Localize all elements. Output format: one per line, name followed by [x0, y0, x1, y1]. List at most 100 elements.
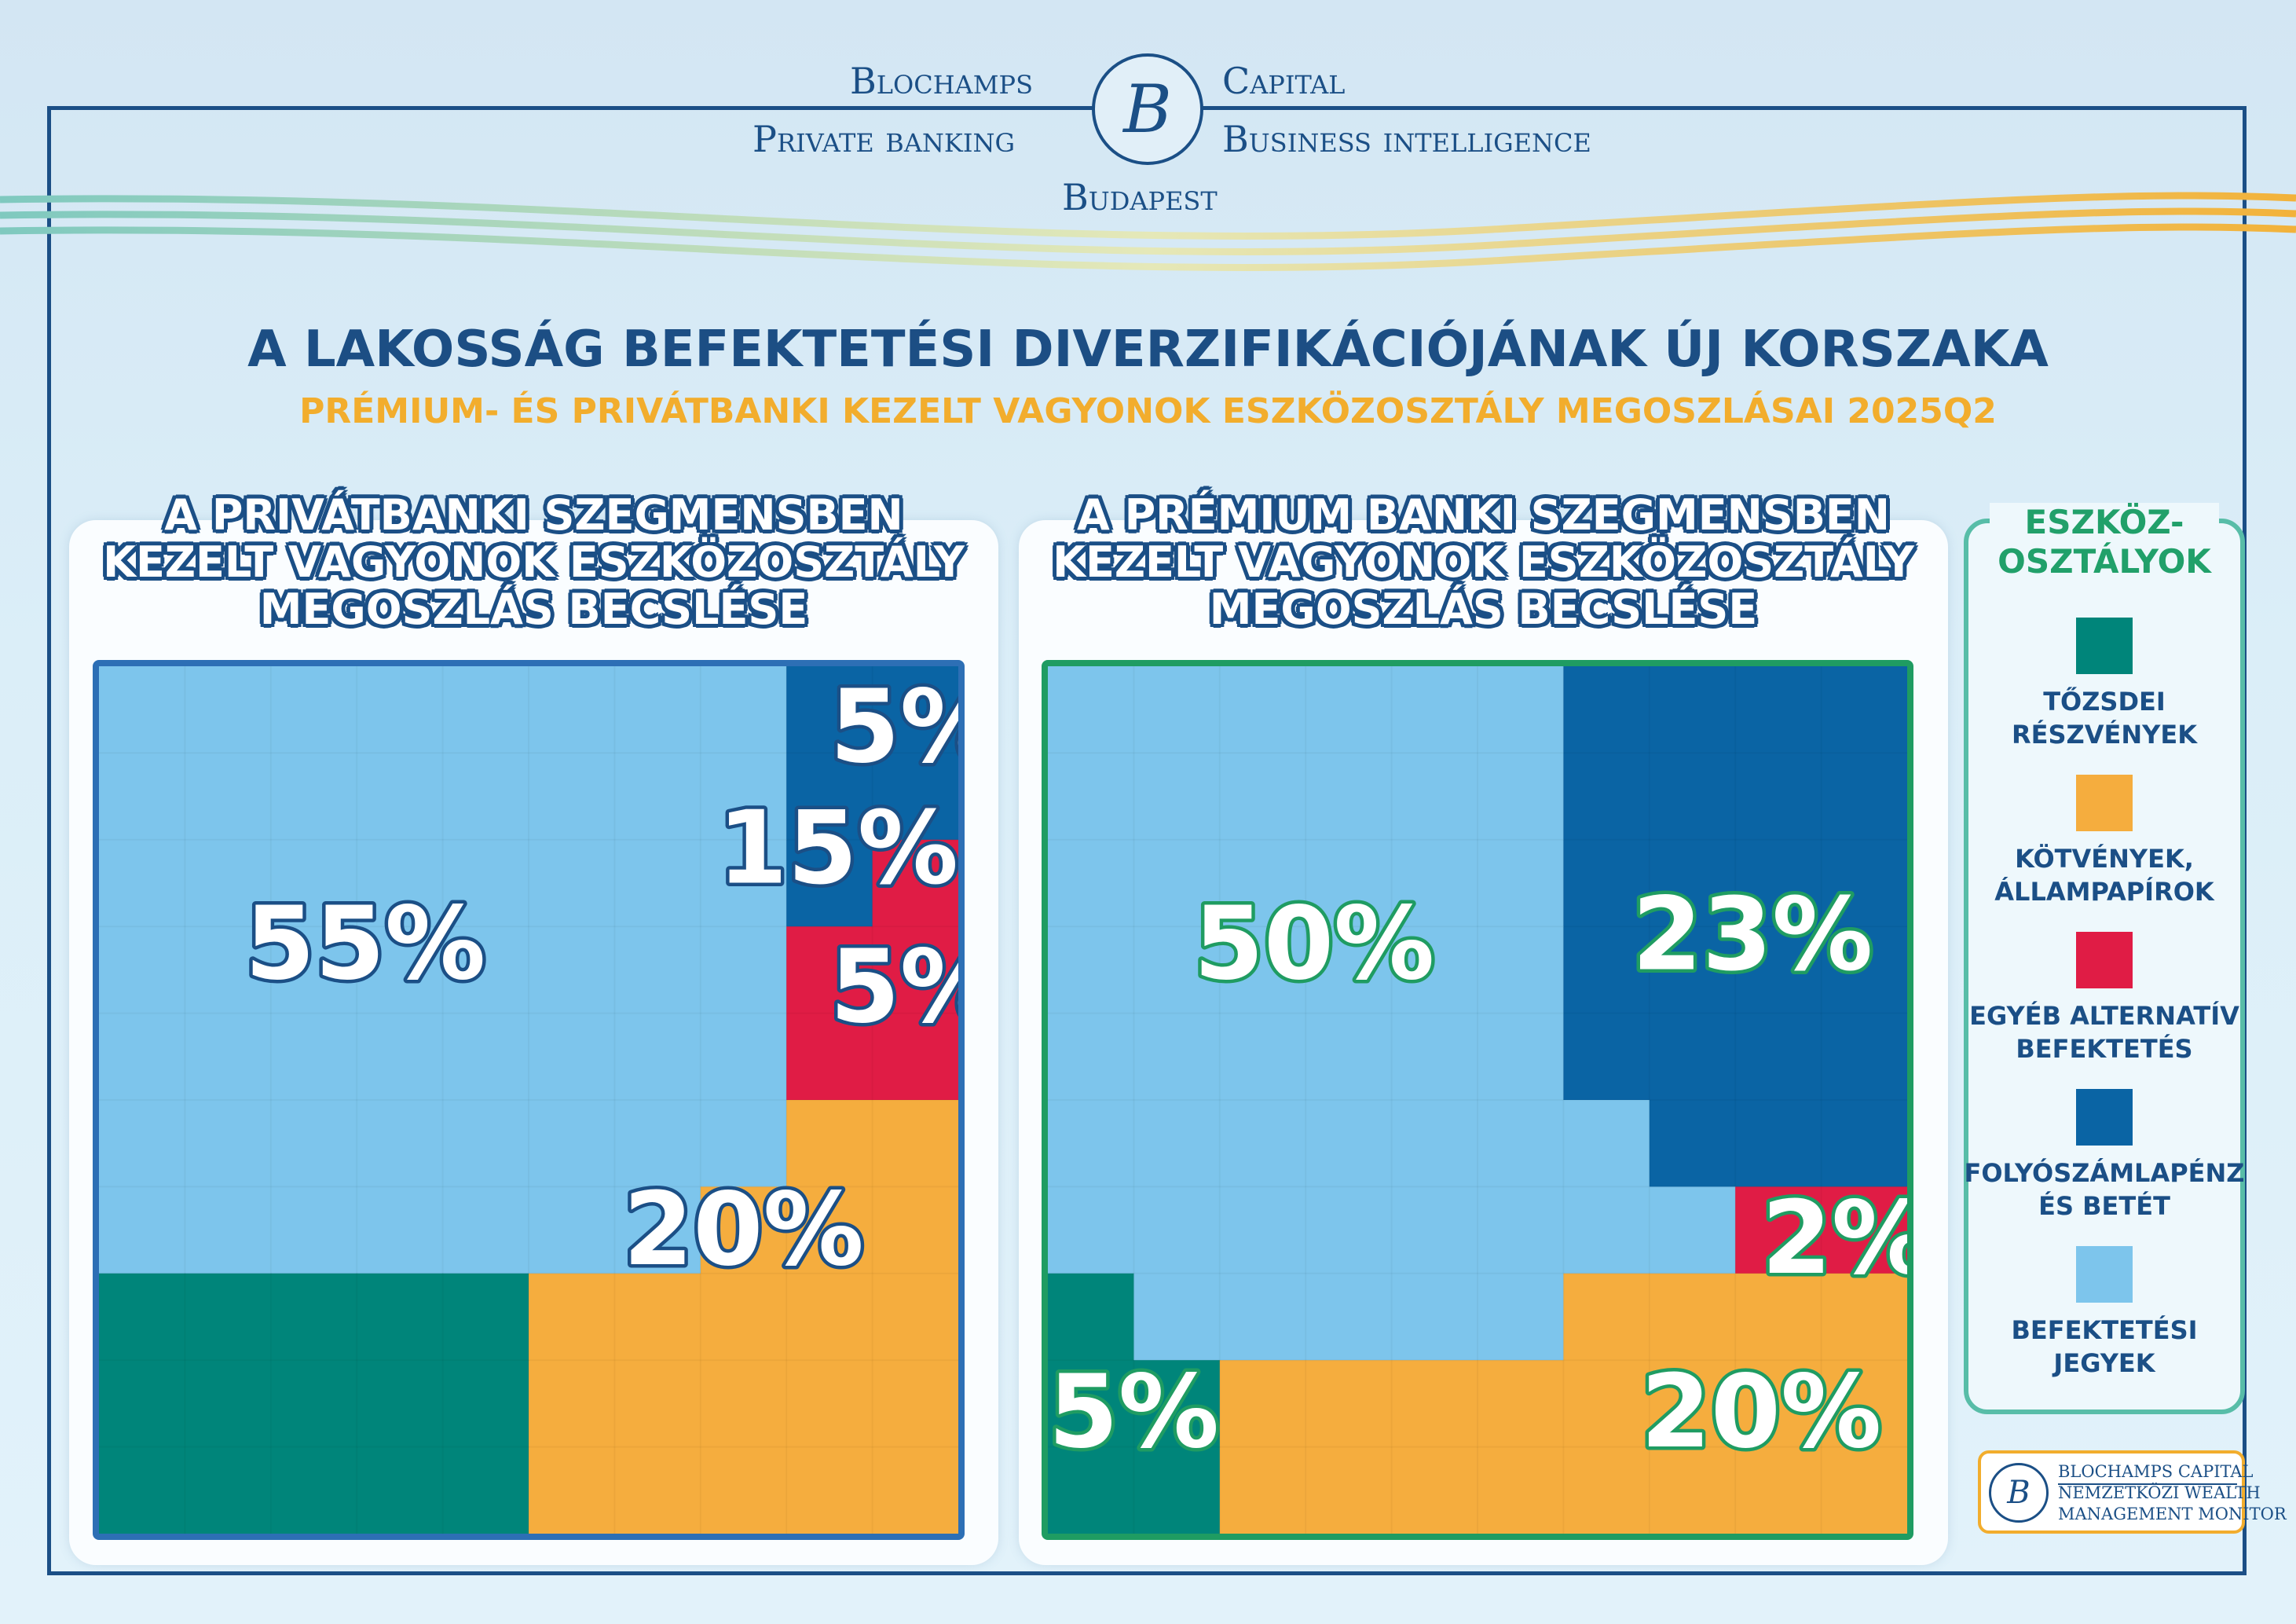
- waffle-cell: [1563, 1186, 1650, 1274]
- legend-swatch: [2076, 1246, 2133, 1303]
- waffle-cell: [1821, 1186, 1907, 1274]
- waffle-cell: [1219, 1186, 1306, 1274]
- chart-title-line: MEGOSZLÁS BECSLÉSE: [1209, 585, 1758, 634]
- waffle-svg-private: 55% 15% 20% 5% 5%: [99, 666, 958, 1534]
- waffle-cell: [1048, 1100, 1134, 1187]
- waffle-cell: [1305, 1360, 1393, 1448]
- waffle-cell: [99, 1360, 185, 1448]
- waffle-cell: [99, 1100, 185, 1187]
- waffle-cell: [872, 1360, 958, 1448]
- waffle-cell: [1478, 1186, 1564, 1274]
- waffle-cell: [786, 1360, 873, 1448]
- waffle-cell: [786, 666, 873, 753]
- chart-title-line: A PRÉMIUM BANKI SZEGMENSBEN: [1077, 490, 1890, 540]
- badge-text: BLOCHAMPS CAPITAL NEMZETKÖZI WEALTH MANA…: [2058, 1462, 2287, 1523]
- waffle-cell: [1219, 753, 1306, 841]
- chart-title-private: A PRIVÁTBANKI SZEGMENSBEN KEZELT VAGYONO…: [69, 492, 998, 633]
- waffle-cell: [270, 753, 357, 841]
- waffle-cell: [1649, 753, 1736, 841]
- waffle-cell: [1391, 839, 1478, 927]
- waffle-cell: [872, 666, 958, 753]
- waffle-cell: [614, 1360, 701, 1448]
- waffle-cell: [700, 1360, 787, 1448]
- legend-label: KÖTVÉNYEK, ÁLLAMPAPÍROK: [1994, 844, 2214, 907]
- waffle-cell: [1563, 926, 1650, 1014]
- legend-item-alternativ: EGYÉB ALTERNATÍV BEFEKTETÉS: [1964, 932, 2245, 1065]
- legend-label: FOLYÓSZÁMLAPÉNZ ÉS BETÉT: [1964, 1158, 2245, 1221]
- waffle-cell: [357, 839, 444, 927]
- waffle-cell: [1735, 1446, 1822, 1534]
- waffle-cell: [442, 1446, 529, 1534]
- waffle-cell: [786, 839, 873, 927]
- waffle-cell: [1563, 1100, 1650, 1187]
- waffle-cell: [529, 1013, 615, 1101]
- waffle-cell: [529, 1446, 615, 1534]
- waffle-cell: [700, 839, 787, 927]
- waffle-cell: [1563, 1360, 1650, 1448]
- waffle-cell: [1133, 839, 1221, 927]
- waffle-cell: [357, 666, 444, 753]
- waffle-cell: [1649, 666, 1736, 753]
- waffle-cell: [1649, 1446, 1736, 1534]
- legend-item-kotvenyek: KÖTVÉNYEK, ÁLLAMPAPÍROK: [1964, 775, 2245, 908]
- waffle-cell: [1391, 1100, 1478, 1187]
- waffle-cell: [185, 1273, 272, 1361]
- waffle-cell: [270, 1186, 357, 1274]
- chart-title-premium: A PRÉMIUM BANKI SZEGMENSBEN KEZELT VAGYO…: [1019, 492, 1948, 633]
- waffle-cell: [270, 926, 357, 1014]
- brand-city: Budapest: [1062, 176, 1218, 218]
- waffle-data-label: 5%: [830, 669, 958, 786]
- waffle-cell: [442, 753, 529, 841]
- waffle-cell: [786, 1100, 873, 1187]
- waffle-cell: [1821, 1446, 1907, 1534]
- chart-title-line: KEZELT VAGYONOK ESZKÖZOSZTÁLY: [1053, 537, 1914, 587]
- waffle-svg-premium: 50% 23% 2% 5% 20%: [1048, 666, 1907, 1534]
- waffle-cell: [1219, 1446, 1306, 1534]
- waffle-data-label: 2%: [1762, 1180, 1907, 1297]
- waffle-cell: [700, 1186, 787, 1274]
- waffle-cell: [700, 1100, 787, 1187]
- waffle-cell: [1478, 1446, 1564, 1534]
- waffle-cell: [1735, 926, 1822, 1014]
- waffle-cell: [1305, 1186, 1393, 1274]
- waffle-cell: [270, 839, 357, 927]
- waffle-cell: [442, 1360, 529, 1448]
- legend-swatch: [2076, 618, 2133, 674]
- waffle-cell: [1735, 1360, 1822, 1448]
- waffle-cell: [1391, 1360, 1478, 1448]
- waffle-cell: [1391, 1186, 1478, 1274]
- waffle-cell: [872, 839, 958, 927]
- page-subtitle: PRÉMIUM- ÉS PRIVÁTBANKI KEZELT VAGYONOK …: [299, 391, 1997, 431]
- waffle-cell: [357, 1100, 444, 1187]
- waffle-cell: [1649, 1013, 1736, 1101]
- waffle-cell: [270, 1013, 357, 1101]
- waffle-cell: [99, 666, 185, 753]
- waffle-cell: [442, 666, 529, 753]
- chart-title-line: A PRIVÁTBANKI SZEGMENSBEN: [164, 490, 903, 540]
- waffle-cell: [1563, 839, 1650, 927]
- waffle-cell: [185, 1186, 272, 1274]
- waffle-cell: [700, 1446, 787, 1534]
- waffle-cell: [442, 926, 529, 1014]
- waffle-cell: [99, 1013, 185, 1101]
- legend-label: EGYÉB ALTERNATÍV BEFEKTETÉS: [1969, 1001, 2239, 1064]
- waffle-cell: [1048, 839, 1134, 927]
- waffle-cell: [614, 1013, 701, 1101]
- waffle-cell: [1563, 1273, 1650, 1361]
- waffle-cell: [1735, 666, 1822, 753]
- legend-swatch: [2076, 932, 2133, 988]
- waffle-cell: [99, 839, 185, 927]
- waffle-cell: [786, 1013, 873, 1101]
- waffle-cell: [185, 1360, 272, 1448]
- waffle-cell: [1735, 1186, 1822, 1274]
- waffle-cell: [442, 1186, 529, 1274]
- waffle-cell: [1821, 1360, 1907, 1448]
- brand-logo-letter: B: [1123, 71, 1172, 148]
- waffle-cell: [1048, 1273, 1134, 1361]
- brand-right-top: Capital: [1222, 60, 1346, 102]
- waffle-cell: [1305, 666, 1393, 753]
- waffle-cell: [872, 1100, 958, 1187]
- waffle-cell: [872, 1273, 958, 1361]
- waffle-cell: [1048, 1360, 1134, 1448]
- waffle-cell: [1821, 926, 1907, 1014]
